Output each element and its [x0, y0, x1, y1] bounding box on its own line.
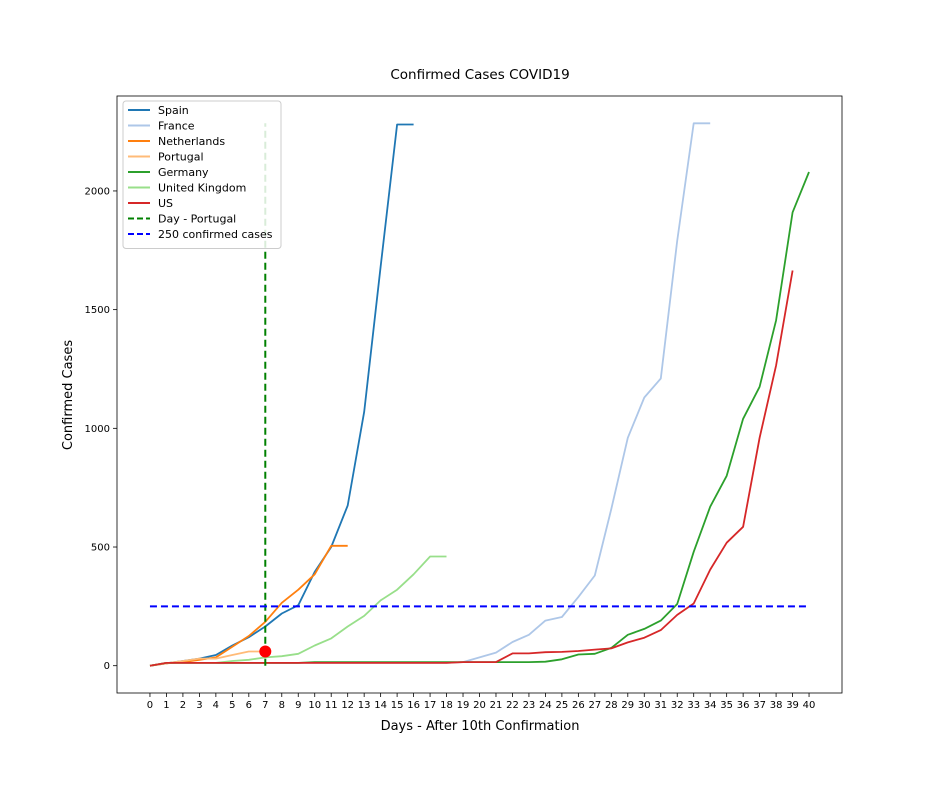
legend-entry-label: United Kingdom — [158, 182, 246, 195]
x-tick-label: 32 — [671, 700, 684, 711]
y-tick-label: 1000 — [85, 424, 110, 435]
x-tick-label: 24 — [539, 700, 552, 711]
marker-layer — [259, 645, 272, 658]
chart-title: Confirmed Cases COVID19 — [390, 67, 569, 83]
legend-box — [122, 100, 282, 249]
y-tick-label: 0 — [104, 661, 110, 672]
x-tick-label: 14 — [374, 700, 387, 711]
x-tick-label: 4 — [213, 700, 219, 711]
legend-entry-label: Netherlands — [158, 135, 225, 148]
y-tick-label: 2000 — [85, 186, 110, 197]
x-tick-label: 20 — [473, 700, 486, 711]
x-tick-label: 37 — [753, 700, 766, 711]
x-tick-label: 27 — [588, 700, 601, 711]
x-axis-ticks: 0 1 2 3 4 5 6 7 8 9 10 11 12 13 14 15 16 17 18 19 20 21 22 23 24… — [147, 693, 816, 711]
x-tick-label: 40 — [803, 700, 816, 711]
series-layer — [149, 122, 810, 667]
x-tick-label: 26 — [572, 700, 585, 711]
portugal-marker — [259, 645, 272, 658]
x-tick-label: 15 — [391, 700, 404, 711]
legend-entry-label: France — [158, 120, 195, 133]
x-tick-label: 17 — [424, 700, 437, 711]
x-tick-label: 35 — [720, 700, 733, 711]
x-tick-label: 11 — [325, 700, 338, 711]
x-axis-label: Days - After 10th Confirmation — [381, 719, 580, 734]
x-tick-label: 7 — [262, 700, 268, 711]
x-tick-label: 22 — [506, 700, 519, 711]
x-tick-label: 29 — [621, 700, 634, 711]
series-line-us — [149, 270, 794, 667]
y-axis-label: Confirmed Cases — [61, 340, 76, 450]
legend-entry-label: Spain — [158, 104, 189, 117]
x-tick-label: 19 — [457, 700, 470, 711]
x-tick-label: 33 — [687, 700, 700, 711]
x-tick-label: 3 — [196, 700, 202, 711]
x-tick-label: 0 — [147, 700, 153, 711]
legend-entry-label: US — [158, 197, 173, 210]
x-tick-label: 25 — [556, 700, 569, 711]
legend-entry-label: Portugal — [158, 151, 204, 164]
y-axis-ticks: 0 500 1000 1500 2000 — [85, 186, 117, 672]
x-tick-label: 13 — [358, 700, 371, 711]
legend: Spain France Netherlands Portugal Germany Uni… — [122, 100, 282, 249]
legend-entry-label: Day - Portugal — [158, 213, 236, 226]
x-tick-label: 28 — [605, 700, 618, 711]
x-tick-label: 31 — [654, 700, 667, 711]
x-tick-label: 39 — [786, 700, 799, 711]
x-tick-label: 6 — [246, 700, 252, 711]
x-tick-label: 16 — [407, 700, 420, 711]
x-tick-label: 10 — [308, 700, 321, 711]
series-line-united-kingdom — [149, 555, 447, 667]
x-tick-label: 21 — [490, 700, 503, 711]
x-tick-label: 12 — [341, 700, 354, 711]
x-tick-label: 9 — [295, 700, 301, 711]
y-tick-label: 500 — [91, 543, 110, 554]
x-tick-label: 30 — [638, 700, 651, 711]
x-tick-label: 36 — [737, 700, 750, 711]
legend-entry-label: 250 confirmed cases — [158, 228, 273, 241]
x-tick-label: 2 — [180, 700, 186, 711]
x-tick-label: 5 — [229, 700, 235, 711]
x-tick-label: 18 — [440, 700, 453, 711]
legend-entry-label: Germany — [158, 166, 209, 179]
y-tick-label: 1500 — [85, 305, 110, 316]
x-tick-label: 38 — [770, 700, 783, 711]
x-tick-label: 34 — [704, 700, 717, 711]
x-tick-label: 23 — [523, 700, 536, 711]
x-tick-label: 8 — [279, 700, 285, 711]
x-tick-label: 1 — [163, 700, 169, 711]
